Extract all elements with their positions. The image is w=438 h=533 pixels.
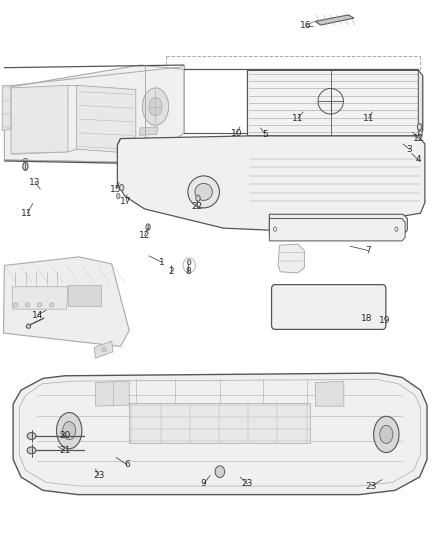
Ellipse shape bbox=[27, 447, 36, 454]
Polygon shape bbox=[269, 214, 407, 235]
Text: 20: 20 bbox=[59, 432, 71, 440]
Ellipse shape bbox=[117, 193, 120, 199]
Text: 8: 8 bbox=[185, 268, 191, 276]
Ellipse shape bbox=[120, 184, 124, 191]
Ellipse shape bbox=[146, 224, 150, 230]
Polygon shape bbox=[12, 287, 68, 309]
Ellipse shape bbox=[261, 119, 266, 126]
Ellipse shape bbox=[37, 303, 42, 307]
Ellipse shape bbox=[295, 101, 301, 110]
Ellipse shape bbox=[102, 348, 106, 352]
Text: 19: 19 bbox=[379, 317, 390, 325]
Polygon shape bbox=[13, 373, 427, 495]
Polygon shape bbox=[315, 15, 354, 25]
Polygon shape bbox=[95, 381, 129, 406]
Text: 3: 3 bbox=[406, 145, 413, 154]
Text: 1: 1 bbox=[159, 258, 165, 266]
Text: 23: 23 bbox=[366, 482, 377, 490]
Bar bbox=[129, 403, 310, 443]
Ellipse shape bbox=[368, 113, 372, 119]
Text: 22: 22 bbox=[191, 203, 203, 211]
Ellipse shape bbox=[195, 183, 212, 200]
Polygon shape bbox=[269, 219, 405, 241]
Polygon shape bbox=[4, 257, 129, 346]
Text: 23: 23 bbox=[93, 471, 104, 480]
Ellipse shape bbox=[63, 422, 76, 440]
Text: 11: 11 bbox=[292, 114, 304, 123]
Ellipse shape bbox=[419, 131, 422, 136]
Ellipse shape bbox=[380, 425, 393, 443]
Ellipse shape bbox=[149, 97, 162, 116]
Ellipse shape bbox=[49, 303, 54, 307]
Text: 7: 7 bbox=[365, 246, 371, 255]
Text: 12: 12 bbox=[413, 134, 424, 143]
Text: 12: 12 bbox=[139, 231, 150, 240]
Text: 23: 23 bbox=[242, 480, 253, 488]
Ellipse shape bbox=[25, 303, 30, 307]
Text: 21: 21 bbox=[59, 446, 71, 455]
Text: 13: 13 bbox=[29, 178, 41, 187]
Polygon shape bbox=[315, 381, 344, 406]
Text: 10: 10 bbox=[231, 129, 242, 138]
Bar bbox=[68, 285, 101, 306]
Polygon shape bbox=[2, 85, 11, 131]
FancyBboxPatch shape bbox=[272, 285, 386, 329]
Ellipse shape bbox=[196, 195, 200, 201]
Polygon shape bbox=[11, 85, 68, 154]
Polygon shape bbox=[94, 341, 113, 358]
Text: 15: 15 bbox=[110, 185, 122, 193]
Ellipse shape bbox=[27, 433, 36, 439]
Polygon shape bbox=[139, 127, 158, 135]
Polygon shape bbox=[278, 244, 304, 273]
Text: 9: 9 bbox=[201, 479, 207, 488]
Text: 17: 17 bbox=[120, 197, 132, 206]
Text: 6: 6 bbox=[124, 461, 130, 469]
Ellipse shape bbox=[187, 260, 191, 265]
Text: 4: 4 bbox=[416, 156, 421, 164]
Text: 5: 5 bbox=[262, 130, 268, 139]
Polygon shape bbox=[4, 65, 184, 163]
Ellipse shape bbox=[26, 324, 31, 328]
Text: 2: 2 bbox=[168, 268, 173, 276]
Ellipse shape bbox=[365, 304, 371, 310]
Ellipse shape bbox=[417, 124, 422, 130]
Ellipse shape bbox=[57, 413, 82, 449]
Text: 14: 14 bbox=[32, 311, 43, 320]
Polygon shape bbox=[77, 85, 136, 154]
Text: 18: 18 bbox=[361, 314, 373, 323]
Polygon shape bbox=[117, 136, 425, 230]
Text: 11: 11 bbox=[21, 209, 33, 217]
Ellipse shape bbox=[215, 466, 225, 478]
Ellipse shape bbox=[374, 416, 399, 453]
Ellipse shape bbox=[142, 88, 169, 125]
Text: 11: 11 bbox=[363, 114, 374, 123]
Ellipse shape bbox=[365, 102, 371, 111]
Text: 16: 16 bbox=[300, 21, 311, 30]
Polygon shape bbox=[247, 70, 423, 136]
Ellipse shape bbox=[188, 176, 219, 208]
Ellipse shape bbox=[13, 303, 18, 307]
Ellipse shape bbox=[281, 304, 286, 310]
Ellipse shape bbox=[24, 158, 27, 161]
Ellipse shape bbox=[23, 163, 28, 171]
Polygon shape bbox=[418, 70, 423, 136]
